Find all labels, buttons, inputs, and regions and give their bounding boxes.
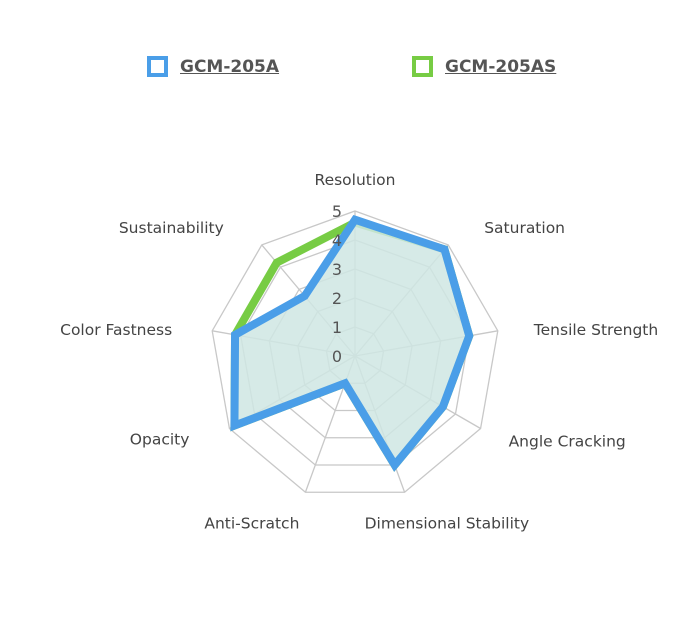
axis-label-tensile-strength: Tensile Strength: [533, 321, 658, 339]
grid-ring-5: [211, 210, 499, 493]
axis-label-resolution: Resolution: [315, 171, 396, 189]
legend-swatch-gcm-205as: [412, 56, 433, 77]
tick-label: 1: [332, 318, 342, 337]
legend-label-gcm-205as: GCM-205AS: [445, 56, 557, 77]
chart-legend: GCM-205A GCM-205AS: [0, 56, 700, 86]
legend-swatch-gcm-205a: [147, 56, 168, 77]
axis-label-anti-scratch: Anti-Scratch: [204, 514, 299, 532]
legend-label-gcm-205a: GCM-205A: [180, 56, 280, 77]
tick-label: 3: [332, 260, 342, 279]
series-gcm-205a: [230, 214, 474, 472]
axis-label-angle-cracking: Angle Cracking: [509, 433, 626, 451]
axis-label-dimensional-stability: Dimensional Stability: [365, 514, 530, 532]
tick-label: 0: [332, 347, 342, 366]
legend-item-gcm-205as[interactable]: GCM-205AS: [412, 56, 556, 77]
tick-label: 2: [332, 289, 342, 308]
axis-label-saturation: Saturation: [484, 219, 565, 237]
legend-item-gcm-205a[interactable]: GCM-205A: [147, 56, 279, 77]
tick-label: 5: [332, 202, 342, 221]
tick-label: 4: [332, 231, 342, 250]
axis-label-color-fastness: Color Fastness: [60, 321, 172, 339]
axis-label-opacity: Opacity: [130, 431, 190, 449]
axis-label-sustainability: Sustainability: [119, 219, 224, 237]
